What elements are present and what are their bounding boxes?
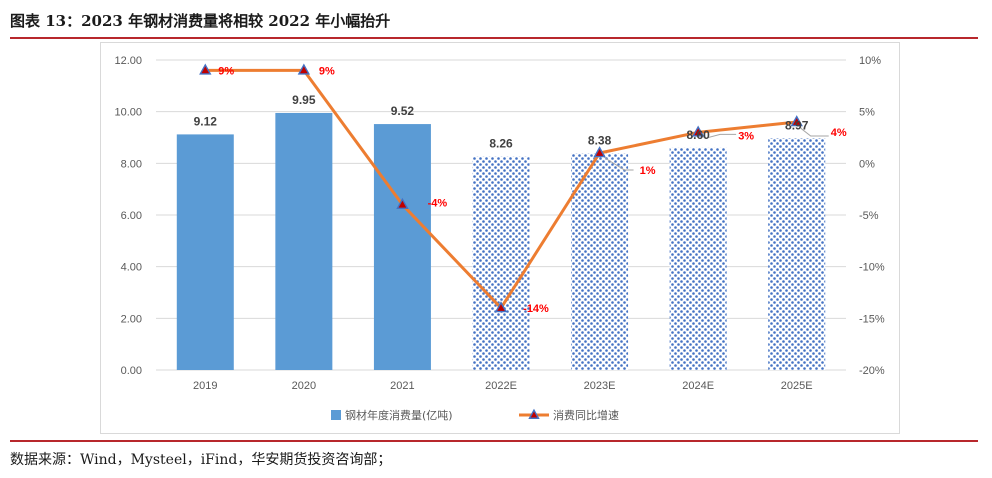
y-left-tick-label: 2.00 xyxy=(121,313,142,325)
legend-bar-swatch xyxy=(331,410,341,420)
growth-marker xyxy=(691,125,705,137)
y-right-tick-label: 5% xyxy=(859,107,875,119)
bar-value-label: 9.12 xyxy=(194,114,218,128)
growth-value-label: -14% xyxy=(523,303,549,315)
y-left-tick-label: 0.00 xyxy=(121,365,142,377)
y-right-tick-label: -20% xyxy=(859,365,885,377)
bar-value-label: 8.60 xyxy=(686,128,710,142)
x-tick-label: 2019 xyxy=(193,380,217,392)
title-rule xyxy=(10,37,978,39)
y-right-tick-label: -5% xyxy=(859,210,879,222)
growth-value-label: 4% xyxy=(831,127,847,139)
growth-marker xyxy=(199,63,212,75)
bar xyxy=(768,138,826,370)
y-right-tick-label: 0% xyxy=(859,158,875,170)
growth-marker xyxy=(790,115,803,127)
x-tick-label: 2020 xyxy=(292,380,316,392)
growth-value-label: -4% xyxy=(428,198,448,210)
legend-bar-label: 钢材年度消费量(亿吨) xyxy=(345,408,453,422)
growth-marker xyxy=(297,63,311,75)
bar xyxy=(571,153,629,370)
y-left-tick-label: 10.00 xyxy=(114,107,142,119)
y-right-tick-label: 10% xyxy=(859,55,881,67)
bar-value-label: 8.38 xyxy=(588,134,612,148)
legend-line-marker xyxy=(528,408,540,419)
x-tick-label: 2022E xyxy=(485,380,517,392)
source-rule xyxy=(10,440,978,442)
growth-value-label: 9% xyxy=(319,65,335,77)
growth-marker xyxy=(494,301,508,313)
bar-value-label: 8.97 xyxy=(785,118,809,132)
bar-value-label: 9.95 xyxy=(292,93,316,107)
bar xyxy=(373,124,431,370)
chart-canvas: 0.00 2.00 4.00 6.00 8.00 10.00 12.00 -20% -15% -1… xyxy=(114,55,885,422)
x-tick-label: 2024E xyxy=(682,380,714,392)
growth-value-label: 9% xyxy=(218,65,234,77)
x-tick-label: 2023E xyxy=(584,380,616,392)
bar xyxy=(669,147,727,370)
chart-area: 0.00 2.00 4.00 6.00 8.00 10.00 12.00 -20% -15% -1… xyxy=(100,42,900,434)
bar-value-label: 8.26 xyxy=(489,137,513,151)
bar-value-label: 9.52 xyxy=(391,104,415,118)
y-right-tick-label: -10% xyxy=(859,262,885,274)
figure-title: 图表 13：2023 年钢材消费量将相较 2022 年小幅抬升 xyxy=(10,12,391,30)
growth-value-label: 3% xyxy=(738,130,754,142)
x-tick-label: 2021 xyxy=(390,380,414,392)
growth-marker xyxy=(593,146,606,158)
bar xyxy=(275,112,333,370)
bar xyxy=(176,134,234,370)
bar xyxy=(472,156,530,370)
y-left-tick-label: 6.00 xyxy=(121,210,142,222)
y-left-tick-label: 12.00 xyxy=(114,55,142,67)
x-tick-label: 2025E xyxy=(781,380,813,392)
legend-line-label: 消费同比增速 xyxy=(553,408,619,422)
y-left-tick-label: 8.00 xyxy=(121,158,142,170)
growth-marker xyxy=(396,197,409,209)
source-note: 数据来源：Wind，Mysteel，iFind，华安期货投资咨询部； xyxy=(10,452,392,468)
y-right-tick-label: -15% xyxy=(859,313,885,325)
growth-value-label: 1% xyxy=(640,165,656,177)
y-left-tick-label: 4.00 xyxy=(121,262,142,274)
